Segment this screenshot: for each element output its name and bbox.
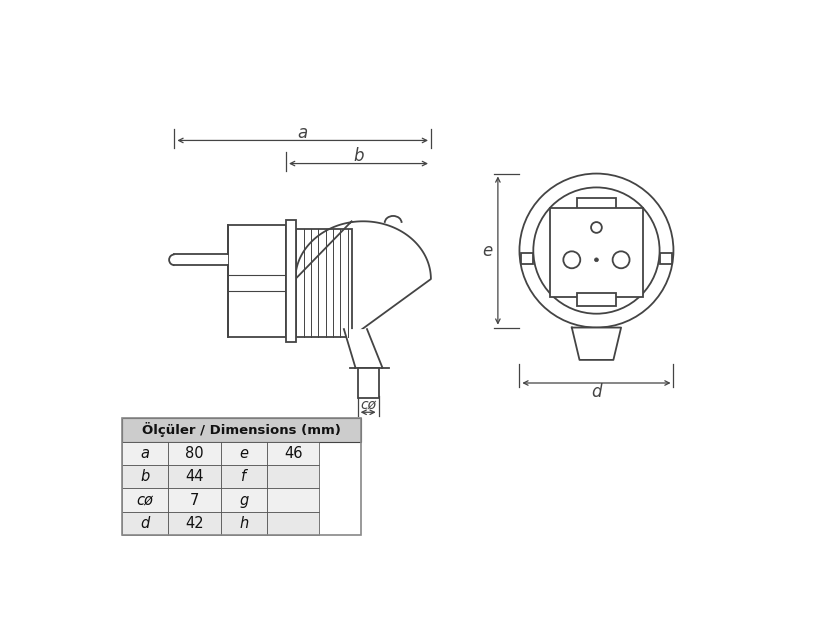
Text: 44: 44 <box>186 469 204 484</box>
Bar <box>221 512 267 535</box>
Text: a: a <box>141 446 149 461</box>
Text: 46: 46 <box>284 446 302 461</box>
Polygon shape <box>295 221 431 337</box>
Bar <box>221 442 267 466</box>
Bar <box>267 466 319 489</box>
Text: f: f <box>241 469 247 484</box>
Bar <box>267 442 319 466</box>
Bar <box>122 442 168 466</box>
Text: b: b <box>353 147 364 165</box>
Bar <box>175 254 229 265</box>
Text: b: b <box>140 469 150 484</box>
Text: d: d <box>592 383 601 401</box>
Bar <box>122 418 361 535</box>
Text: cø: cø <box>360 398 376 411</box>
Bar <box>221 489 267 512</box>
Circle shape <box>613 251 629 268</box>
Bar <box>229 225 286 337</box>
Bar <box>267 512 319 535</box>
Bar <box>286 220 296 343</box>
Text: 42: 42 <box>185 516 204 531</box>
Bar <box>168 489 221 512</box>
Polygon shape <box>572 328 621 360</box>
Bar <box>168 442 221 466</box>
Bar <box>521 253 533 264</box>
Text: d: d <box>140 516 150 531</box>
Bar <box>168 466 221 489</box>
Text: Ölçüler / Dimensions (mm): Ölçüler / Dimensions (mm) <box>142 422 341 437</box>
Bar <box>296 229 351 337</box>
Text: g: g <box>239 492 248 508</box>
Bar <box>122 466 168 489</box>
Circle shape <box>533 188 660 314</box>
Text: cø: cø <box>137 492 153 508</box>
Bar <box>660 253 672 264</box>
Circle shape <box>595 258 598 262</box>
Text: e: e <box>239 446 248 461</box>
Text: a: a <box>298 124 308 142</box>
Bar <box>221 466 267 489</box>
Text: h: h <box>239 516 248 531</box>
Text: e: e <box>482 241 493 259</box>
Circle shape <box>563 251 580 268</box>
Bar <box>578 198 615 214</box>
Bar <box>578 293 615 306</box>
Bar <box>168 512 221 535</box>
Bar <box>267 489 319 512</box>
Bar <box>122 418 361 442</box>
Text: 7: 7 <box>190 492 199 508</box>
Bar <box>358 368 379 398</box>
Circle shape <box>591 222 601 233</box>
Bar <box>122 489 168 512</box>
Bar <box>122 512 168 535</box>
Polygon shape <box>344 329 382 367</box>
Bar <box>550 208 643 297</box>
Text: 80: 80 <box>185 446 204 461</box>
Circle shape <box>520 174 673 328</box>
